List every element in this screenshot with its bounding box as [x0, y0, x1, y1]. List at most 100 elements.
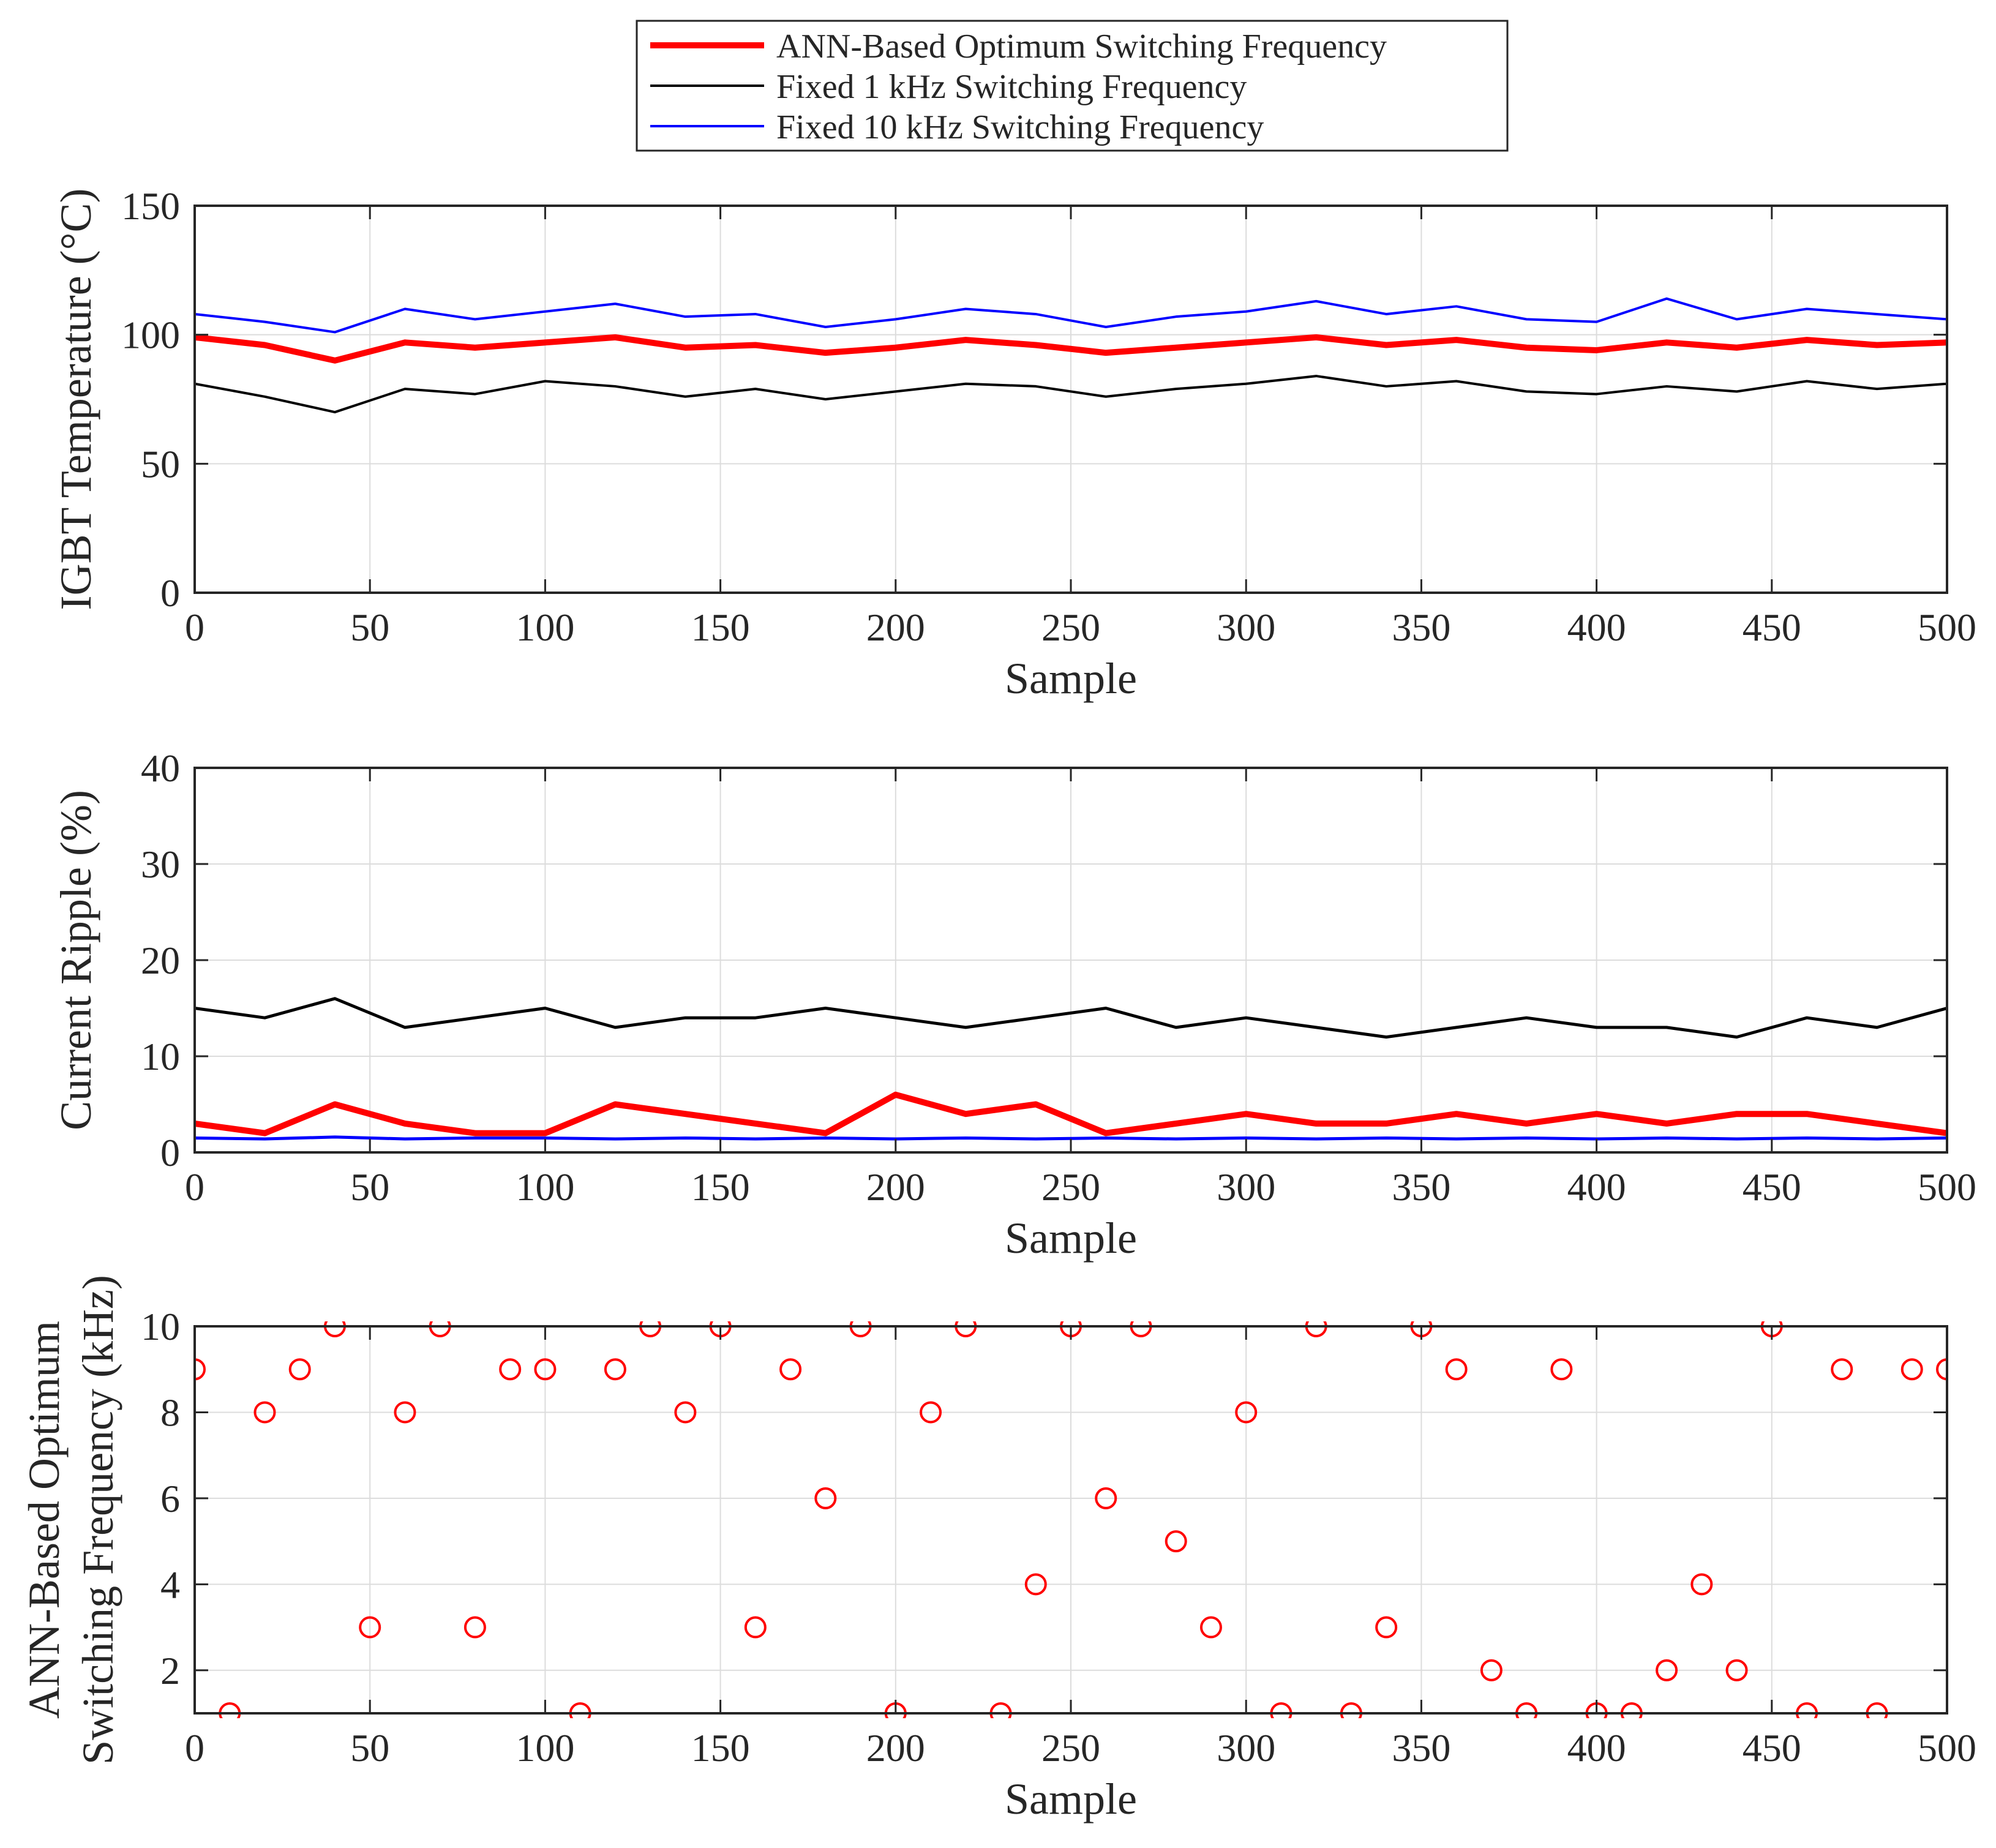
- series-line-2: [195, 997, 1947, 1039]
- point-29: [1199, 1616, 1222, 1639]
- x-tick-label-4: 200: [866, 1726, 925, 1770]
- y-axis-label-line-2: Switching Frequency (kHz): [73, 1275, 122, 1765]
- point-10: [534, 1358, 557, 1381]
- series-group: [195, 297, 1947, 414]
- x-tick-label-4: 200: [866, 1165, 925, 1209]
- point-39: [1550, 1358, 1573, 1381]
- x-tick-label-5: 250: [1041, 1726, 1100, 1770]
- legend-label-1khz: Fixed 1 kHz Switching Frequency: [776, 68, 1247, 106]
- x-tick-label-2: 100: [516, 606, 574, 649]
- x-tick-label-0: 0: [185, 606, 204, 649]
- panel-1: 0 50 100 150 200 250 300 350 400 450 500 0 50 100 150 S…: [51, 184, 1976, 703]
- point-6: [394, 1401, 416, 1424]
- legend: ANN-Based Optimum Switching Frequency Fi…: [636, 20, 1509, 152]
- y-axis-label-line-1: ANN-Based Optimum: [20, 1321, 69, 1719]
- point-28: [1165, 1530, 1187, 1553]
- series-line-3: [195, 297, 1947, 334]
- x-tick-label-10: 500: [1918, 1165, 1976, 1209]
- point-30: [1235, 1401, 1258, 1424]
- point-49: [1900, 1358, 1923, 1381]
- y-tick-label-1: 4: [160, 1563, 180, 1606]
- series-group: [195, 997, 1947, 1141]
- point-34: [1375, 1616, 1398, 1639]
- point-2: [253, 1401, 276, 1424]
- panel-2: 0 50 100 150 200 250 300 350 400 450 500 0 10 20 30 40 S…: [51, 746, 1976, 1263]
- point-21: [920, 1401, 942, 1424]
- y-tick-label-4: 40: [141, 746, 180, 790]
- legend-label-ann: ANN-Based Optimum Switching Frequency: [776, 28, 1387, 66]
- x-tick-label-3: 150: [691, 606, 750, 649]
- point-3: [288, 1358, 311, 1381]
- point-43: [1690, 1573, 1713, 1596]
- y-tick-label-3: 8: [160, 1391, 180, 1434]
- point-42: [1656, 1659, 1678, 1681]
- x-tick-label-7: 350: [1392, 606, 1450, 649]
- y-tick-label-4: 10: [141, 1305, 180, 1348]
- x-tick-label-8: 400: [1567, 1165, 1626, 1209]
- legend-box: [636, 20, 1509, 152]
- x-tick-label-1: 50: [350, 606, 389, 649]
- x-tick-label-8: 400: [1567, 606, 1626, 649]
- y-tick-label-2: 6: [160, 1477, 180, 1520]
- y-axis-label: Current Ripple (%): [51, 790, 100, 1130]
- x-tick-label-5: 250: [1041, 606, 1100, 649]
- y-tick-label-2: 20: [141, 939, 180, 982]
- x-axis-label: Sample: [1005, 654, 1137, 703]
- x-tick-label-7: 350: [1392, 1165, 1450, 1209]
- series-line-2: [195, 375, 1947, 414]
- point-17: [779, 1358, 802, 1381]
- point-5: [359, 1616, 381, 1639]
- y-tick-label-3: 30: [141, 843, 180, 886]
- series-line-3: [195, 1135, 1947, 1141]
- series-line-1: [195, 1091, 1947, 1136]
- x-tick-label-8: 400: [1567, 1726, 1626, 1770]
- x-axis-label: Sample: [1005, 1775, 1137, 1824]
- series-line-1: [195, 334, 1947, 364]
- x-tick-label-9: 450: [1743, 606, 1801, 649]
- y-tick-label-1: 10: [141, 1035, 180, 1078]
- x-tick-label-6: 300: [1217, 1165, 1275, 1209]
- x-tick-label-1: 50: [350, 1165, 389, 1209]
- x-tick-label-3: 150: [691, 1726, 750, 1770]
- point-12: [604, 1358, 626, 1381]
- legend-label-10khz: Fixed 10 kHz Switching Frequency: [776, 108, 1264, 146]
- point-8: [463, 1616, 486, 1639]
- point-47: [1831, 1358, 1853, 1381]
- x-tick-label-9: 450: [1743, 1165, 1801, 1209]
- x-tick-label-0: 0: [185, 1165, 204, 1209]
- point-16: [744, 1616, 767, 1639]
- x-tick-label-4: 200: [866, 606, 925, 649]
- point-37: [1480, 1659, 1503, 1681]
- x-tick-label-3: 150: [691, 1165, 750, 1209]
- x-tick-label-6: 300: [1217, 606, 1275, 649]
- x-tick-label-2: 100: [516, 1726, 574, 1770]
- y-tick-label-0: 0: [160, 571, 180, 615]
- point-9: [499, 1358, 522, 1381]
- x-tick-label-6: 300: [1217, 1726, 1275, 1770]
- x-tick-label-9: 450: [1743, 1726, 1801, 1770]
- chart-panels: 0 50 100 150 200 250 300 350 400 450 500050100150S…: [20, 184, 1976, 1824]
- x-tick-label-1: 50: [350, 1726, 389, 1770]
- x-tick-label-10: 500: [1918, 606, 1976, 649]
- y-tick-label-0: 2: [160, 1649, 180, 1692]
- x-tick-label-2: 100: [516, 1165, 574, 1209]
- y-axis-label: ANN-Based Optimum Switching Frequency (kH…: [20, 1275, 122, 1765]
- point-14: [674, 1401, 697, 1424]
- y-tick-label-0: 0: [160, 1131, 180, 1174]
- point-26: [1095, 1487, 1117, 1509]
- x-tick-label-7: 350: [1392, 1726, 1450, 1770]
- point-44: [1725, 1659, 1748, 1681]
- y-tick-label-2: 100: [121, 314, 180, 357]
- y-axis-label: IGBT Temperature (°C): [51, 189, 100, 610]
- point-0: [195, 1358, 206, 1381]
- x-tick-label-5: 250: [1041, 1165, 1100, 1209]
- point-36: [1445, 1358, 1468, 1381]
- x-axis-label: Sample: [1005, 1214, 1137, 1263]
- x-tick-label-10: 500: [1918, 1726, 1976, 1770]
- point-24: [1024, 1573, 1047, 1596]
- y-tick-label-1: 50: [141, 442, 180, 486]
- panel-3: 0 50 100 150 200 250 300 350 400 450 500 2 4 6 8 10 Samp…: [20, 1275, 1976, 1824]
- point-50: [1936, 1358, 1947, 1381]
- y-tick-label-3: 150: [121, 184, 180, 228]
